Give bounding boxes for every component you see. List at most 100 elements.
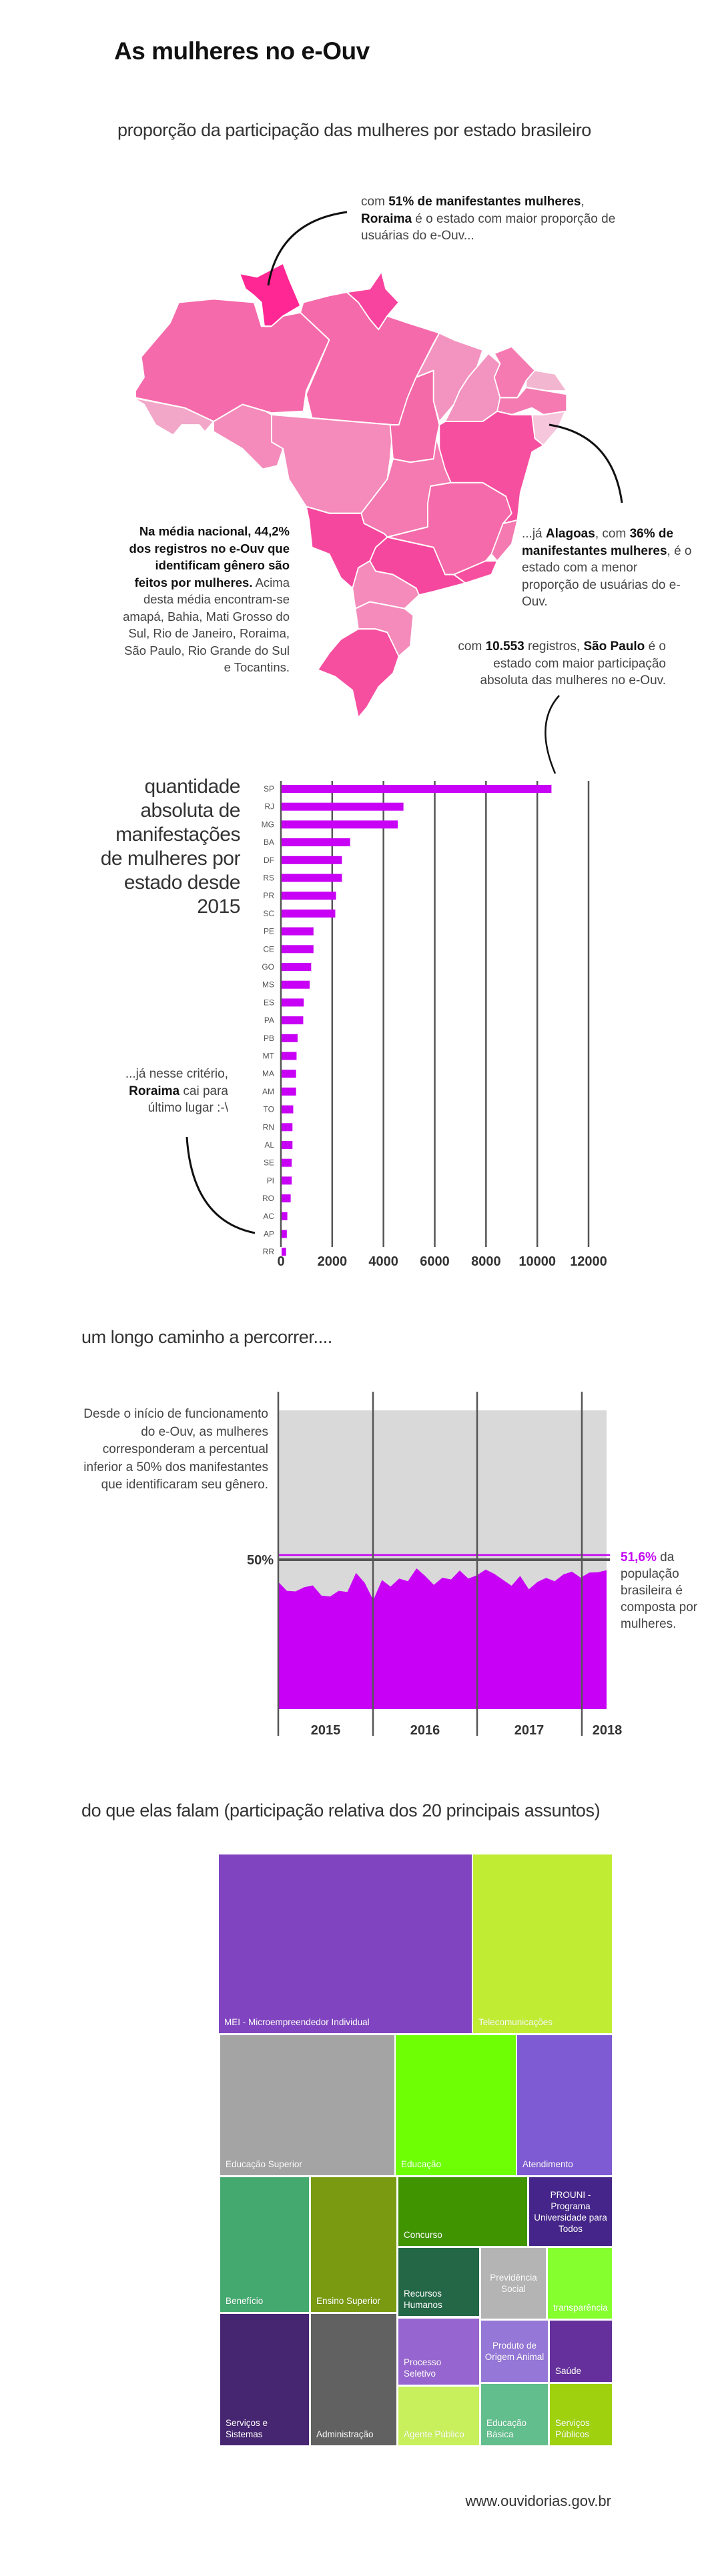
bar-pe [282, 927, 314, 936]
text: Acima desta média encontram-se amapá, Ba… [123, 575, 290, 675]
year-label: 2015 [311, 1723, 341, 1738]
category-label: AM [262, 1087, 274, 1096]
roraima-annotation: com 51% de manifestantes mulheres, Rorai… [361, 193, 621, 245]
treemap-tile-label: Serviços e Sistemas [226, 2418, 268, 2439]
category-label: RS [263, 874, 274, 883]
topics-section-heading: do que elas falam (participação relativa… [81, 1800, 601, 1820]
bar-ba [282, 838, 350, 847]
state-es [490, 519, 518, 562]
bar-pi [282, 1176, 292, 1185]
bar-to [282, 1105, 294, 1114]
highlight: Alagoas [545, 527, 595, 541]
bar-chart-title: quantidade absoluta de manifestações de … [100, 776, 241, 918]
treemap-tile-label: transparência [553, 2303, 608, 2313]
category-label: MS [262, 980, 274, 990]
category-label: ES [264, 998, 274, 1007]
bar-df [282, 856, 342, 864]
bar-rr [282, 1248, 286, 1256]
bar-mt [282, 1052, 297, 1060]
x-tick-label: 2000 [318, 1254, 348, 1269]
text: é o estado com maior participação absolu… [480, 639, 666, 688]
treemap-tile: Agente Público [398, 2387, 479, 2445]
x-tick-label: 0 [277, 1254, 284, 1269]
highlight: Na média nacional, 44,2% dos registros n… [129, 524, 290, 589]
treemap-tile-label: Administração [316, 2429, 374, 2439]
highlight: 51,6% [621, 1550, 657, 1564]
treemap-tile: Educação Superior [220, 2035, 394, 2175]
text: da população brasileira é composta por m… [621, 1550, 698, 1631]
state-am [135, 298, 330, 423]
treemap-tile-label: Educação [401, 2159, 442, 2169]
category-label: PA [264, 1016, 274, 1025]
treemap-tile: Ensino Superior [311, 2177, 396, 2312]
bar-ac [282, 1212, 288, 1220]
treemap-tile: Atendimento [517, 2035, 612, 2175]
text: ...já nesse critério, [125, 1067, 228, 1081]
category-label: SP [264, 784, 274, 794]
category-label: GO [262, 962, 274, 972]
page-title: As mulheres no e-Ouv [114, 37, 370, 65]
x-tick-label: 4000 [368, 1254, 398, 1269]
bar-pa [282, 1016, 304, 1025]
x-tick-label: 10000 [518, 1254, 556, 1269]
year-label: 2017 [514, 1723, 545, 1738]
category-label: BA [264, 838, 274, 847]
treemap-tile: Previdência Social [481, 2248, 546, 2319]
treemap-tile: Administração [311, 2314, 396, 2445]
category-label: PR [263, 891, 274, 900]
x-tick-label: 6000 [420, 1254, 450, 1269]
category-label: PE [264, 927, 274, 936]
treemap-tile-label: Serviços Públicos [555, 2418, 590, 2439]
bar-am [282, 1087, 296, 1096]
treemap-tile-label: Agente Público [404, 2429, 464, 2439]
text: , com [595, 527, 630, 541]
treemap-tile: Processo Seletivo [398, 2319, 479, 2385]
year-label: 2016 [410, 1723, 440, 1738]
bar-rn [282, 1123, 293, 1132]
bar-al [282, 1141, 293, 1149]
text: é o estado com maior proporção de usuári… [361, 211, 616, 243]
highlight: 10.553 [485, 639, 524, 654]
category-label: TO [264, 1105, 274, 1114]
category-label: RR [263, 1247, 275, 1256]
category-label: PB [264, 1034, 274, 1043]
state-rs [317, 628, 400, 718]
roraima-bar-leader-line [186, 1136, 256, 1234]
treemap-tile-label: Benefício [226, 2296, 264, 2306]
treemap-tile-label: Saúde [555, 2366, 582, 2376]
sao-paulo-annotation: com 10.553 registros, São Paulo é o esta… [454, 638, 666, 690]
bar-go [282, 963, 312, 971]
treemap-tile-label: PROUNI - Programa Universidade para Todo… [534, 2189, 607, 2234]
text: , [581, 195, 585, 209]
footer-url[interactable]: www.ouvidorias.gov.br [465, 2493, 611, 2509]
treemap-tile-label: Telecomunicações [478, 2017, 553, 2027]
category-label: MG [262, 820, 274, 829]
category-label: RJ [264, 802, 274, 812]
treemap-tile-label: Educação Básica [486, 2418, 527, 2439]
reference-label: 50% [247, 1553, 274, 1568]
highlight: São Paulo [583, 639, 645, 654]
category-label: MT [263, 1052, 275, 1061]
text: ...já [522, 527, 546, 541]
treemap-tile-label: Processo Seletivo [404, 2357, 442, 2379]
category-label: AL [264, 1140, 274, 1150]
state-ac [131, 397, 214, 436]
bar-pr [282, 892, 336, 900]
x-tick-label: 8000 [471, 1254, 501, 1269]
treemap-tile-label: Produto de Origem Animal [484, 2341, 545, 2362]
treemap-tile-label: Educação Superior [226, 2159, 302, 2169]
bar-pb [282, 1034, 298, 1042]
category-label: RO [262, 1194, 274, 1203]
category-label: RN [263, 1122, 274, 1132]
treemap-tile: Saúde [550, 2321, 612, 2382]
highlight: Roraima [361, 211, 412, 226]
bar-se [282, 1158, 292, 1167]
category-label: AP [264, 1230, 274, 1239]
treemap-tile-label: MEI - Microempreendedor Individual [224, 2017, 370, 2027]
bar-rs [282, 874, 342, 882]
bar-ro [282, 1194, 291, 1203]
treemap-tile-label: Concurso [404, 2230, 442, 2240]
treemap-tile: Telecomunicações [473, 1854, 612, 2033]
bar-ms [282, 980, 310, 989]
x-tick-label: 12000 [570, 1254, 607, 1269]
